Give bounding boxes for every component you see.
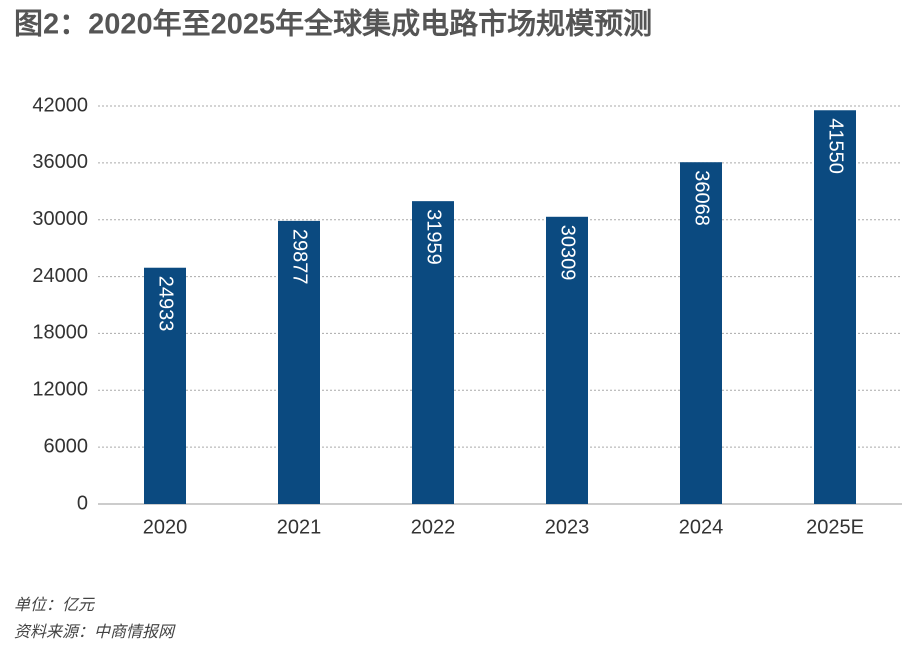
y-tick-label: 36000 (32, 151, 88, 173)
bar (546, 216, 588, 505)
y-tick-label: 24000 (32, 265, 88, 287)
x-tick-label: 2024 (679, 516, 724, 538)
x-tick-label: 2022 (411, 516, 456, 538)
value-label: 24933 (155, 276, 177, 332)
unit-note: 单位：亿元 (14, 596, 96, 614)
y-tick-label: 6000 (44, 435, 89, 457)
bar (680, 162, 722, 504)
x-tick-label: 2025E (806, 516, 864, 538)
x-tick-label: 2020 (143, 516, 188, 538)
chart-title: 图2：2020年至2025年全球集成电路市场规模预测 (14, 7, 652, 41)
source-note: 资料来源：中商情报网 (14, 623, 176, 641)
y-tick-label: 42000 (32, 94, 88, 116)
value-label: 31959 (423, 209, 445, 265)
bar (412, 201, 454, 504)
y-tick-label: 30000 (32, 208, 88, 230)
y-tick-label: 12000 (32, 379, 88, 401)
bar (278, 220, 320, 504)
value-label: 36068 (691, 170, 713, 226)
y-tick-label: 0 (77, 492, 88, 514)
bar (144, 267, 186, 504)
value-label: 41550 (825, 118, 847, 174)
bar (814, 110, 856, 504)
y-tick-label: 18000 (32, 322, 88, 344)
value-label: 29877 (289, 229, 311, 285)
x-tick-label: 2021 (277, 516, 322, 538)
value-label: 30309 (557, 225, 579, 281)
x-tick-label: 2023 (545, 516, 590, 538)
